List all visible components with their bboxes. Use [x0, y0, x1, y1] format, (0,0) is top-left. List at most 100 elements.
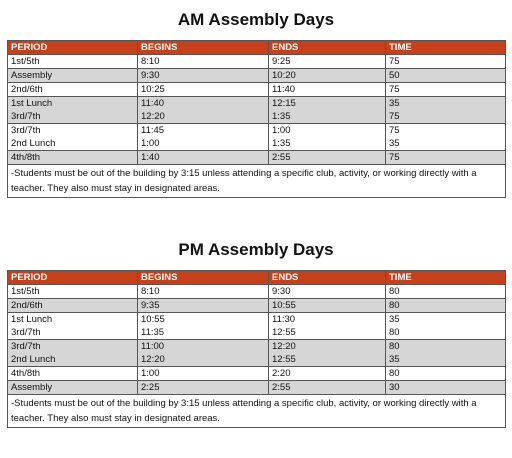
cell-line: 35 — [389, 98, 400, 109]
cell-line: 10:55 — [141, 314, 165, 325]
table-row: 3rd/7th 2nd Lunch 11:45 1:00 1:00 1:35 75 35 — [7, 123, 506, 151]
table-cell: 2:55 — [268, 150, 386, 165]
table-cell: 10:25 — [137, 82, 269, 97]
note: -Students must be out of the building by… — [7, 394, 506, 428]
cell-line: 3rd/7th — [11, 327, 41, 338]
cell-line: 4th/8th — [11, 152, 41, 163]
table-cell: 80 — [385, 366, 506, 381]
table-cell: 80 35 — [385, 339, 506, 367]
table-cell: 1:40 — [137, 150, 269, 165]
cell-line: 12:55 — [272, 327, 296, 338]
cell-line: 3rd/7th — [11, 111, 41, 122]
table-cell: 9:35 — [137, 298, 269, 313]
table-cell: 8:10 — [137, 284, 269, 299]
cell-line: 75 — [389, 111, 400, 122]
cell-line: 3rd/7th — [11, 341, 41, 352]
cell-line: 75 — [389, 125, 400, 136]
header-cell: PERIOD — [7, 270, 138, 285]
cell-line: 1:40 — [141, 152, 160, 163]
header-cell: TIME — [385, 40, 506, 55]
cell-line: 2nd Lunch — [11, 138, 56, 149]
table-cell: 11:40 — [268, 82, 386, 97]
table-row: 4th/8th 1:00 2:20 80 — [7, 366, 506, 381]
table-cell: 12:20 12:55 — [268, 339, 386, 367]
cell-line: 2nd/6th — [11, 84, 43, 95]
header-cell: BEGINS — [137, 270, 269, 285]
table-cell: 1st/5th — [7, 54, 138, 69]
cell-line: 11:30 — [272, 314, 296, 325]
table-cell: 9:30 — [268, 284, 386, 299]
table-row: 4th/8th 1:40 2:55 75 — [7, 150, 506, 165]
cell-line: 8:10 — [141, 56, 160, 67]
note-row: -Students must be out of the building by… — [7, 394, 506, 428]
table-cell: 2nd/6th — [7, 82, 138, 97]
table-row: 2nd/6th 9:35 10:55 80 — [7, 298, 506, 313]
table-cell: 10:55 — [268, 298, 386, 313]
table-cell: 2:20 — [268, 366, 386, 381]
table-cell: 10:55 11:35 — [137, 312, 269, 340]
table-cell: 35 75 — [385, 96, 506, 124]
table-cell: 30 — [385, 380, 506, 395]
cell-line: 1st Lunch — [11, 98, 53, 109]
cell-line: 11:00 — [141, 341, 165, 352]
table-cell: 4th/8th — [7, 150, 138, 165]
cell-line: Assembly — [11, 382, 53, 393]
header-cell: PERIOD — [7, 40, 138, 55]
cell-line: 80 — [389, 327, 400, 338]
cell-line: 9:35 — [141, 300, 160, 311]
cell-line: 2:25 — [141, 382, 160, 393]
table-cell: 75 — [385, 82, 506, 97]
header-cell: TIME — [385, 270, 506, 285]
table-cell: 4th/8th — [7, 366, 138, 381]
table-cell: 1:00 — [137, 366, 269, 381]
table-cell: 3rd/7th 2nd Lunch — [7, 339, 138, 367]
cell-line: 10:20 — [272, 70, 296, 81]
table-cell: 3rd/7th 2nd Lunch — [7, 123, 138, 151]
table-row: 1st/5th 8:10 9:25 75 — [7, 54, 506, 69]
cell-line: Assembly — [11, 70, 53, 81]
cell-line: 80 — [389, 341, 400, 352]
cell-line: 1:35 — [272, 138, 291, 149]
cell-line: 9:25 — [272, 56, 291, 67]
table-cell: 1st/5th — [7, 284, 138, 299]
table-row: Assembly 2:25 2:55 30 — [7, 380, 506, 395]
header-row: PERIOD BEGINS ENDS TIME — [7, 40, 506, 55]
note-row: -Students must be out of the building by… — [7, 164, 506, 198]
cell-line: 2nd/6th — [11, 300, 43, 311]
cell-line: 2:55 — [272, 152, 291, 163]
am-section: AM Assembly Days PERIOD BEGINS ENDS TIME 1st/… — [7, 8, 506, 198]
cell-line: 1:00 — [141, 368, 160, 379]
table-cell: 80 — [385, 284, 506, 299]
table-cell: 80 — [385, 298, 506, 313]
table-cell: 11:40 12:20 — [137, 96, 269, 124]
table-cell: 75 35 — [385, 123, 506, 151]
schedule-table: PERIOD BEGINS ENDS TIME 1st/5th 8:10 9:25 75 Ass… — [7, 40, 506, 198]
cell-line: 50 — [389, 70, 400, 81]
table-row: 1st Lunch 3rd/7th 11:40 12:20 12:15 1:35 35 75 — [7, 96, 506, 124]
table-cell: 2:55 — [268, 380, 386, 395]
table-row: 3rd/7th 2nd Lunch 11:00 12:20 12:20 12:55 80 35 — [7, 339, 506, 367]
header-cell: ENDS — [268, 40, 386, 55]
cell-line: 1st/5th — [11, 56, 40, 67]
cell-line: 3rd/7th — [11, 125, 41, 136]
table-cell: 75 — [385, 150, 506, 165]
cell-line: 9:30 — [272, 286, 291, 297]
header-cell: BEGINS — [137, 40, 269, 55]
table-cell: 2nd/6th — [7, 298, 138, 313]
note: -Students must be out of the building by… — [7, 164, 506, 198]
cell-line: 2:55 — [272, 382, 291, 393]
table-cell: 35 80 — [385, 312, 506, 340]
cell-line: 8:10 — [141, 286, 160, 297]
cell-line: 11:45 — [141, 125, 165, 136]
cell-line: 35 — [389, 138, 400, 149]
table-row: 1st Lunch 3rd/7th 10:55 11:35 11:30 12:55 35 80 — [7, 312, 506, 340]
header-cell: ENDS — [268, 270, 386, 285]
table-cell: 1st Lunch 3rd/7th — [7, 312, 138, 340]
table-row: 2nd/6th 10:25 11:40 75 — [7, 82, 506, 97]
cell-line: 75 — [389, 56, 400, 67]
cell-line: 2:20 — [272, 368, 291, 379]
table-cell: 8:10 — [137, 54, 269, 69]
cell-line: 35 — [389, 354, 400, 365]
table-cell: 2:25 — [137, 380, 269, 395]
cell-line: 1st/5th — [11, 286, 40, 297]
